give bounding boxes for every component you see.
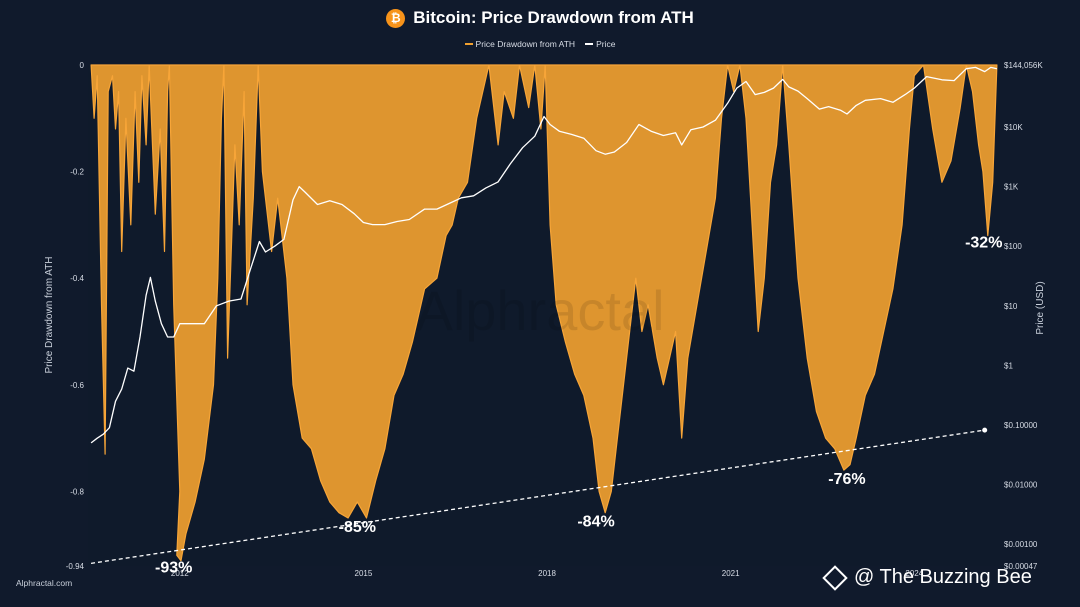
x-axis: 2012 2015 2018 2021 2024: [171, 569, 924, 578]
author-watermark: @ The Buzzing Bee: [822, 564, 1032, 591]
legend-item-price[interactable]: Price: [585, 39, 615, 49]
trendline-end-marker: [982, 427, 988, 433]
y-axis-label-right: Price (USD): [1035, 281, 1046, 334]
y-left-tick-label: 0: [80, 61, 85, 70]
chart-title: ₿ Bitcoin: Price Drawdown from ATH: [0, 8, 1080, 28]
y-axis-label-left: Price Drawdown from ATH: [44, 256, 55, 373]
drawdown-annotation: -76%: [828, 471, 865, 488]
y-right-tick-label: $0.01000: [1004, 481, 1038, 490]
y-left-tick-label: -0.4: [70, 274, 84, 283]
y-right-tick-label: $0.00047: [1004, 562, 1038, 571]
y-left-tick-label: -0.2: [70, 168, 84, 177]
y-right-tick-label: $0.00100: [1004, 540, 1038, 549]
x-tick-label: 2021: [722, 569, 740, 578]
drawdown-annotation: -85%: [339, 519, 376, 536]
diamond-icon: [822, 564, 848, 591]
y-right-tick-label: $10K: [1004, 123, 1023, 132]
legend-swatch-price: [585, 43, 594, 45]
y-right-tick-label: $1: [1004, 361, 1013, 370]
trendline-layer: [90, 427, 988, 564]
y-right-tick-label: $100: [1004, 242, 1022, 251]
y-right-tick-label: $0.10000: [1004, 421, 1038, 430]
left-axis: 0 -0.2 -0.4 -0.6 -0.8 -0.94: [66, 61, 85, 571]
drawdown-annotation: -32%: [965, 235, 1002, 252]
y-left-tick-label: -0.94: [66, 562, 85, 571]
y-right-tick-label: $10: [1004, 302, 1018, 311]
background-watermark: Alphractal: [415, 279, 664, 342]
legend-label-drawdown: Price Drawdown from ATH: [475, 39, 576, 49]
y-left-tick-label: -0.6: [70, 381, 84, 390]
x-tick-label: 2018: [538, 569, 556, 578]
x-tick-label: 2024: [905, 569, 923, 578]
price-line-layer: [90, 66, 998, 444]
author-watermark-text: @ The Buzzing Bee: [854, 566, 1032, 588]
bitcoin-icon: ₿: [386, 8, 406, 28]
annotation-layer: -93% -85% -84% -76% -32%: [155, 235, 1002, 577]
x-tick-label: 2012: [171, 569, 189, 578]
y-right-tick-label: $1K: [1004, 183, 1019, 192]
trendline: [90, 429, 985, 564]
chart-title-text: Bitcoin: Price Drawdown from ATH: [413, 8, 694, 27]
source-credit: Alphractal.com: [16, 578, 73, 588]
legend-swatch-drawdown: [464, 43, 473, 45]
price-line: [90, 66, 998, 444]
y-right-tick-label: $144,056K: [1004, 61, 1043, 70]
chart-legend: Price Drawdown from ATH Price: [0, 39, 1080, 49]
drawdown-annotation: -93%: [155, 560, 192, 577]
x-tick-label: 2015: [355, 569, 373, 578]
legend-label-price: Price: [596, 39, 616, 49]
y-left-tick-label: -0.8: [70, 487, 84, 496]
drawdown-annotation: -84%: [577, 514, 614, 531]
legend-item-drawdown[interactable]: Price Drawdown from ATH: [464, 39, 576, 49]
right-axis: $144,056K $10K $1K $100 $10 $1 $0.10000 $0.0100…: [1004, 61, 1043, 571]
